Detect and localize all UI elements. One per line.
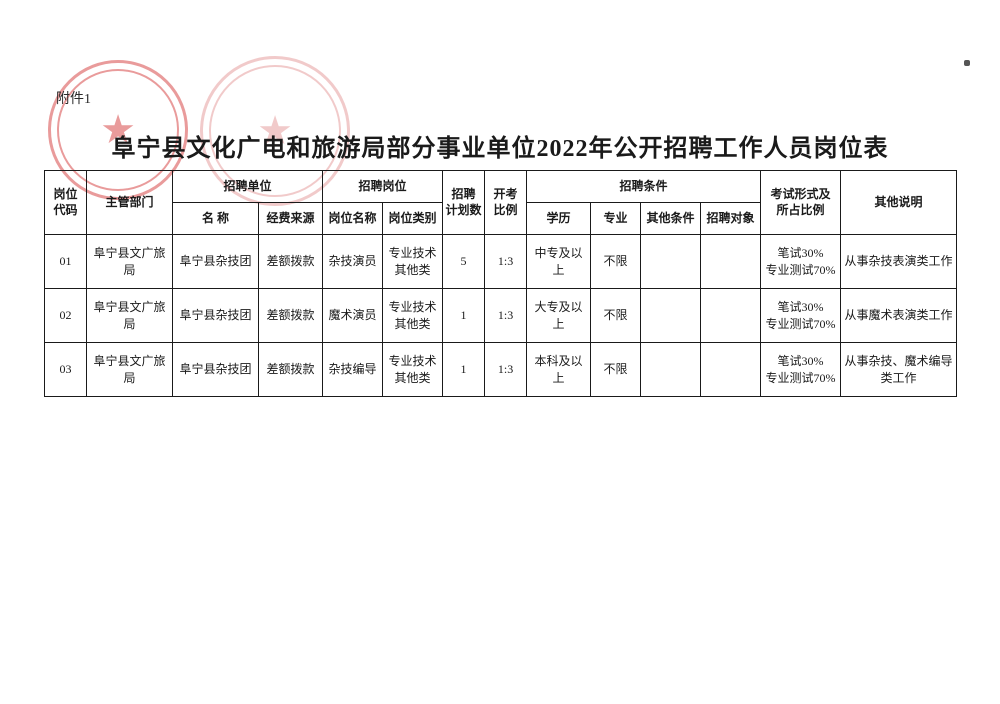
cell-post_name: 魔术演员 — [323, 289, 383, 343]
th-remark: 其他说明 — [841, 171, 957, 235]
cell-post_name: 杂技演员 — [323, 235, 383, 289]
th-post-name: 岗位名称 — [323, 203, 383, 235]
cell-edu: 大专及以上 — [527, 289, 591, 343]
cell-other_cond — [641, 235, 701, 289]
th-unit-fund: 经费来源 — [259, 203, 323, 235]
cell-edu: 中专及以上 — [527, 235, 591, 289]
th-unit: 招聘单位 — [173, 171, 323, 203]
cell-ratio: 1:3 — [485, 289, 527, 343]
cell-ratio: 1:3 — [485, 343, 527, 397]
th-unit-name: 名 称 — [173, 203, 259, 235]
cell-exam: 笔试30%专业测试70% — [761, 289, 841, 343]
cell-plan: 1 — [443, 289, 485, 343]
cell-exam: 笔试30%专业测试70% — [761, 343, 841, 397]
table-row: 03阜宁县文广旅局阜宁县杂技团差额拨款杂技编导专业技术其他类11:3本科及以上不… — [45, 343, 957, 397]
cell-edu: 本科及以上 — [527, 343, 591, 397]
cell-unit_fund: 差额拨款 — [259, 343, 323, 397]
th-dept: 主管部门 — [87, 171, 173, 235]
cell-post_type: 专业技术其他类 — [383, 343, 443, 397]
th-edu: 学历 — [527, 203, 591, 235]
cell-unit_fund: 差额拨款 — [259, 235, 323, 289]
cell-dept: 阜宁县文广旅局 — [87, 235, 173, 289]
cell-unit_name: 阜宁县杂技团 — [173, 343, 259, 397]
jobs-table-wrap: 岗位代码 主管部门 招聘单位 招聘岗位 招聘计划数 开考比例 招聘条件 考试形式… — [44, 170, 956, 397]
cell-target — [701, 289, 761, 343]
page-title: 阜宁县文化广电和旅游局部分事业单位2022年公开招聘工作人员岗位表 — [0, 128, 1000, 163]
cell-remark: 从事杂技、魔术编导类工作 — [841, 343, 957, 397]
th-ratio: 开考比例 — [485, 171, 527, 235]
th-post-type: 岗位类别 — [383, 203, 443, 235]
th-exam: 考试形式及所占比例 — [761, 171, 841, 235]
th-plan: 招聘计划数 — [443, 171, 485, 235]
cell-code: 01 — [45, 235, 87, 289]
cell-post_type: 专业技术其他类 — [383, 289, 443, 343]
cell-plan: 1 — [443, 343, 485, 397]
cell-major: 不限 — [591, 289, 641, 343]
cell-remark: 从事魔术表演类工作 — [841, 289, 957, 343]
th-major: 专业 — [591, 203, 641, 235]
attachment-label: 附件1 — [56, 88, 91, 108]
cell-major: 不限 — [591, 235, 641, 289]
cell-major: 不限 — [591, 343, 641, 397]
cell-dept: 阜宁县文广旅局 — [87, 289, 173, 343]
jobs-table: 岗位代码 主管部门 招聘单位 招聘岗位 招聘计划数 开考比例 招聘条件 考试形式… — [44, 170, 957, 397]
table-row: 01阜宁县文广旅局阜宁县杂技团差额拨款杂技演员专业技术其他类51:3中专及以上不… — [45, 235, 957, 289]
th-cond: 招聘条件 — [527, 171, 761, 203]
cell-plan: 5 — [443, 235, 485, 289]
cell-dept: 阜宁县文广旅局 — [87, 343, 173, 397]
cell-remark: 从事杂技表演类工作 — [841, 235, 957, 289]
cell-ratio: 1:3 — [485, 235, 527, 289]
th-other-cond: 其他条件 — [641, 203, 701, 235]
cell-unit_fund: 差额拨款 — [259, 289, 323, 343]
cell-target — [701, 343, 761, 397]
cell-target — [701, 235, 761, 289]
cell-post_type: 专业技术其他类 — [383, 235, 443, 289]
table-row: 02阜宁县文广旅局阜宁县杂技团差额拨款魔术演员专业技术其他类11:3大专及以上不… — [45, 289, 957, 343]
cell-code: 02 — [45, 289, 87, 343]
th-target: 招聘对象 — [701, 203, 761, 235]
cell-post_name: 杂技编导 — [323, 343, 383, 397]
th-post: 招聘岗位 — [323, 171, 443, 203]
th-code: 岗位代码 — [45, 171, 87, 235]
cell-code: 03 — [45, 343, 87, 397]
cell-other_cond — [641, 289, 701, 343]
cell-exam: 笔试30%专业测试70% — [761, 235, 841, 289]
cell-unit_name: 阜宁县杂技团 — [173, 289, 259, 343]
cell-unit_name: 阜宁县杂技团 — [173, 235, 259, 289]
header-row-1: 岗位代码 主管部门 招聘单位 招聘岗位 招聘计划数 开考比例 招聘条件 考试形式… — [45, 171, 957, 203]
cell-other_cond — [641, 343, 701, 397]
page-mark — [964, 60, 970, 66]
